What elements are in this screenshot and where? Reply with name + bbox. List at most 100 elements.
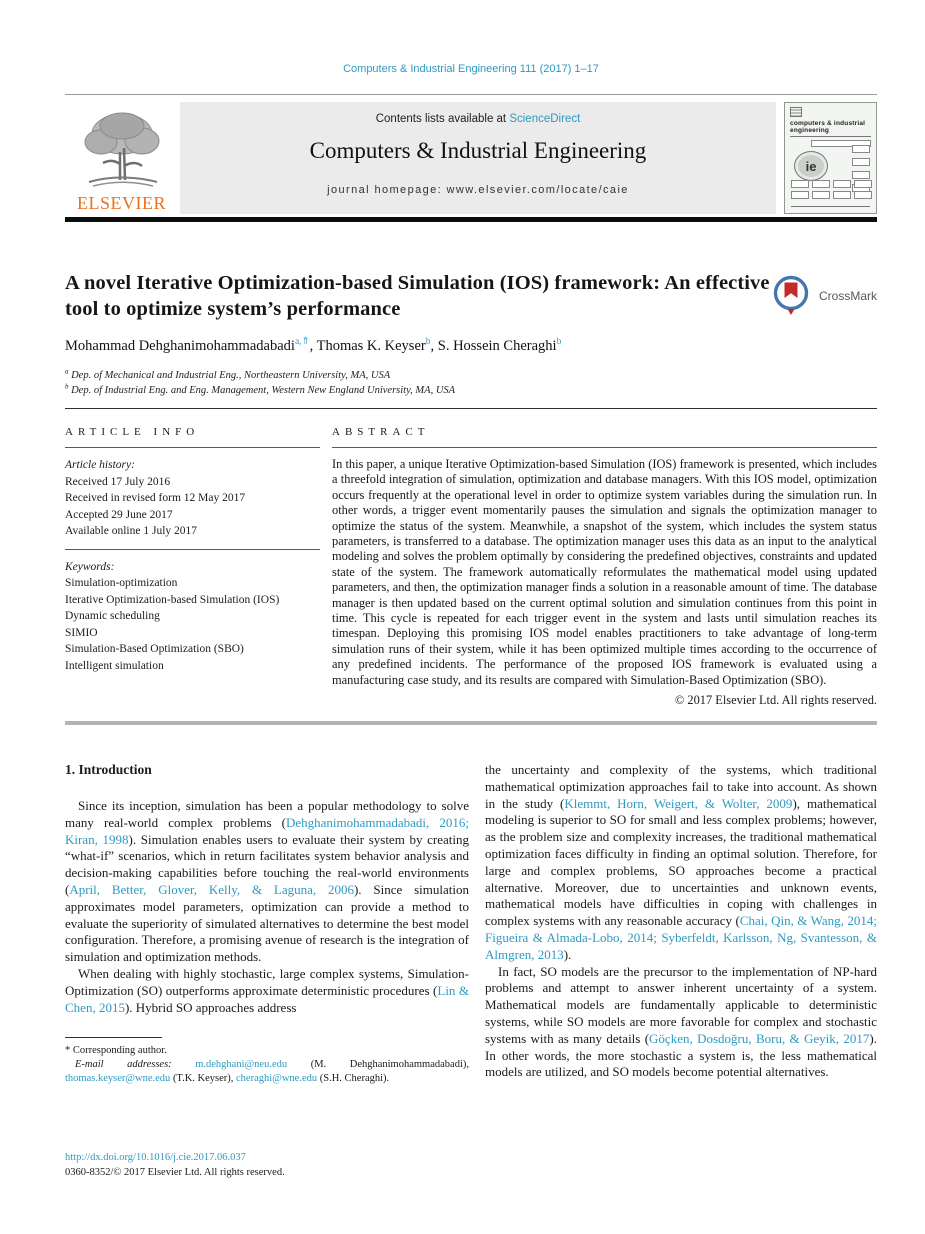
text-segment: the uncertainty and complexity of the sy… [485,762,877,811]
text-segment: In fact, SO models are the precursor to … [485,963,877,1046]
article-info-heading: ARTICLE INFO [65,426,320,448]
author-affiliation-sup[interactable]: b [425,336,431,348]
text-segment: (S.H. Cheraghi). [317,1073,390,1085]
header-divider [65,408,877,409]
cover-ie-logo: ie [794,151,828,181]
cover-rule [790,136,871,137]
footnote-rule [65,1037,162,1039]
top-divider [65,94,877,95]
keyword-item: Iterative Optimization-based Simulation … [65,593,280,606]
journal-reference-line: Computers & Industrial Engineering 111 (… [343,63,599,75]
text-segment: Mohammad Dehghanimohammadabadi [65,338,295,354]
crossmark-icon [773,275,809,315]
text-segment: b [65,383,69,391]
cover-bottom-rule [791,206,870,209]
citation-link[interactable]: April, Better, Glover, Kelly, & Laguna, … [69,882,354,898]
copyright-line: © 2017 Elsevier Ltd. All rights reserved… [674,693,877,708]
citation-link[interactable]: Lin & Chen, 2015 [65,982,469,1015]
keywords-label: Keywords: [65,560,115,573]
text-segment: Dep. of Industrial Eng. and Eng. Managem… [68,385,456,396]
email-link[interactable]: thomas.keyser@wne.edu [65,1073,171,1085]
article-info-section: ARTICLE INFO Article history: Received 1… [65,426,320,708]
intro-paragraph: When dealing with highly stochastic, lar… [65,966,469,1016]
text-segment: ). [563,946,572,962]
section-divider [65,721,877,726]
intro-paragraph: Since its inception, simulation has been… [65,798,469,966]
crossmark-label: CrossMark [818,289,877,303]
crossmark-badge[interactable]: CrossMark [772,274,877,318]
affiliation-a: a Dep. of Mechanical and Industrial Eng.… [65,368,877,383]
keyword-item: Dynamic scheduling [65,610,160,622]
text-segment: a [65,368,69,376]
left-column: 1. Introduction Since its inception, sim… [65,762,469,1086]
masthead: ELSEVIER Contents lists available at Sci… [65,102,877,214]
journal-title: Computers & Industrial Engineering [309,138,647,163]
sciencedirect-link[interactable]: ScienceDirect [509,113,581,125]
history-item: Available online 1 July 2017 [65,525,198,537]
text-segment: When dealing with highly stochastic, lar… [65,966,469,998]
abstract-text: In this paper, a unique Iterative Optimi… [332,457,877,687]
contents-line: Contents lists available at ScienceDirec… [180,113,776,125]
text-segment: Corresponding author. [70,1045,167,1057]
affiliation-b: b Dep. of Industrial Eng. and Eng. Manag… [65,383,877,398]
author-affiliation-sup[interactable]: b [556,336,562,348]
history-item: Received 17 July 2016 [65,475,171,488]
citation-link[interactable]: Chai, Qin, & Wang, 2014; Figueira & Alma… [485,913,878,962]
email-link[interactable]: m.dehghani@neu.edu [195,1059,288,1071]
intro-section: 1. Introduction Since its inception, sim… [65,762,877,1086]
text-segment: ). Simulation enables users to evaluate … [65,831,469,898]
citation-link[interactable]: Klemmt, Horn, Weigert, & Wolter, 2009 [564,795,793,811]
info-abstract-row: ARTICLE INFO Article history: Received 1… [65,426,877,708]
issn-copyright-line: 0360-8352/© 2017 Elsevier Ltd. All right… [65,1167,285,1178]
elsevier-tree-icon [84,112,159,187]
cover-box [811,140,871,147]
corresponding-author-line: * Corresponding author. [65,1044,469,1058]
text-segment: (M. Dehghanimohammadabadi), [287,1059,469,1071]
contents-prefix: Contents lists available at [375,113,510,125]
text-segment: ). Hybrid SO approaches address [124,999,297,1015]
text-segment: E-mail addresses: [75,1059,196,1071]
journal-homepage-link[interactable]: journal homepage: www.elsevier.com/locat… [327,184,629,196]
cover-mini-logo [790,107,802,117]
text-segment: , S. Hossein Cheraghi [430,338,557,354]
paper-title: A novel Iterative Optimization-based Sim… [65,272,770,320]
intro-paragraph: In fact, SO models are the precursor to … [485,964,877,1082]
abstract-section: ABSTRACT In this paper, a unique Iterati… [332,426,877,708]
keyword-item: Intelligent simulation [65,659,164,672]
keyword-item: Simulation-Based Optimization (SBO) [65,643,244,655]
history-item: Received in revised form 12 May 2017 [65,492,246,504]
cover-side-boxes [852,145,870,192]
affiliations: a Dep. of Mechanical and Industrial Eng.… [65,368,877,398]
keywords-block: Keywords: Simulation-optimization Iterat… [65,548,320,675]
intro-paragraph: the uncertainty and complexity of the sy… [485,762,877,964]
text-segment: ), mathematical modeling is superior to … [485,795,877,929]
text-segment: (T.K. Keyser), [170,1073,237,1085]
text-segment: , Thomas K. Keyser [309,338,426,354]
email-link[interactable]: cheraghi@wne.edu [236,1073,318,1085]
masthead-black-bar [65,217,877,222]
text-segment: Dep. of Mechanical and Industrial Eng., … [68,370,391,381]
masthead-banner: Contents lists available at ScienceDirec… [180,102,776,214]
cover-grid-boxes [791,180,872,199]
author-affiliation-sup[interactable]: a,⇑ [294,336,310,348]
doi-footer: http://dx.doi.org/10.1016/j.cie.2017.06.… [65,1150,285,1180]
citation-link[interactable]: Göçken, Dosdoğru, Boru, & Geyik, 2017 [649,1030,870,1046]
journal-cover-thumbnail: computers & industrial engineering ie [784,102,877,214]
email-addresses-line: E-mail addresses: m.dehghani@neu.edu (M.… [65,1058,469,1086]
keyword-item: Simulation-optimization [65,577,178,589]
citation-link[interactable]: Dehghanimohammadabadi, 2016; Kiran, 1998 [65,814,469,847]
footnote-text: * Corresponding author. E-mail addresses… [65,1044,469,1086]
abstract-heading: ABSTRACT [332,426,877,448]
cover-title: computers & industrial engineering [790,120,866,134]
article-header: A novel Iterative Optimization-based Sim… [65,270,877,398]
intro-heading: 1. Introduction [65,762,152,778]
doi-link[interactable]: http://dx.doi.org/10.1016/j.cie.2017.06.… [65,1152,246,1163]
footnote: * Corresponding author. E-mail addresses… [65,1037,469,1086]
history-item: Accepted 29 June 2017 [65,508,173,521]
article-history-label: Article history: [65,459,135,471]
elsevier-logo: ELSEVIER [65,102,178,214]
right-column: the uncertainty and complexity of the sy… [485,762,877,1086]
authors-line: Mohammad Dehghanimohammadabadia,⇑, Thoma… [65,336,877,355]
footnote-marker: * [65,1045,71,1057]
